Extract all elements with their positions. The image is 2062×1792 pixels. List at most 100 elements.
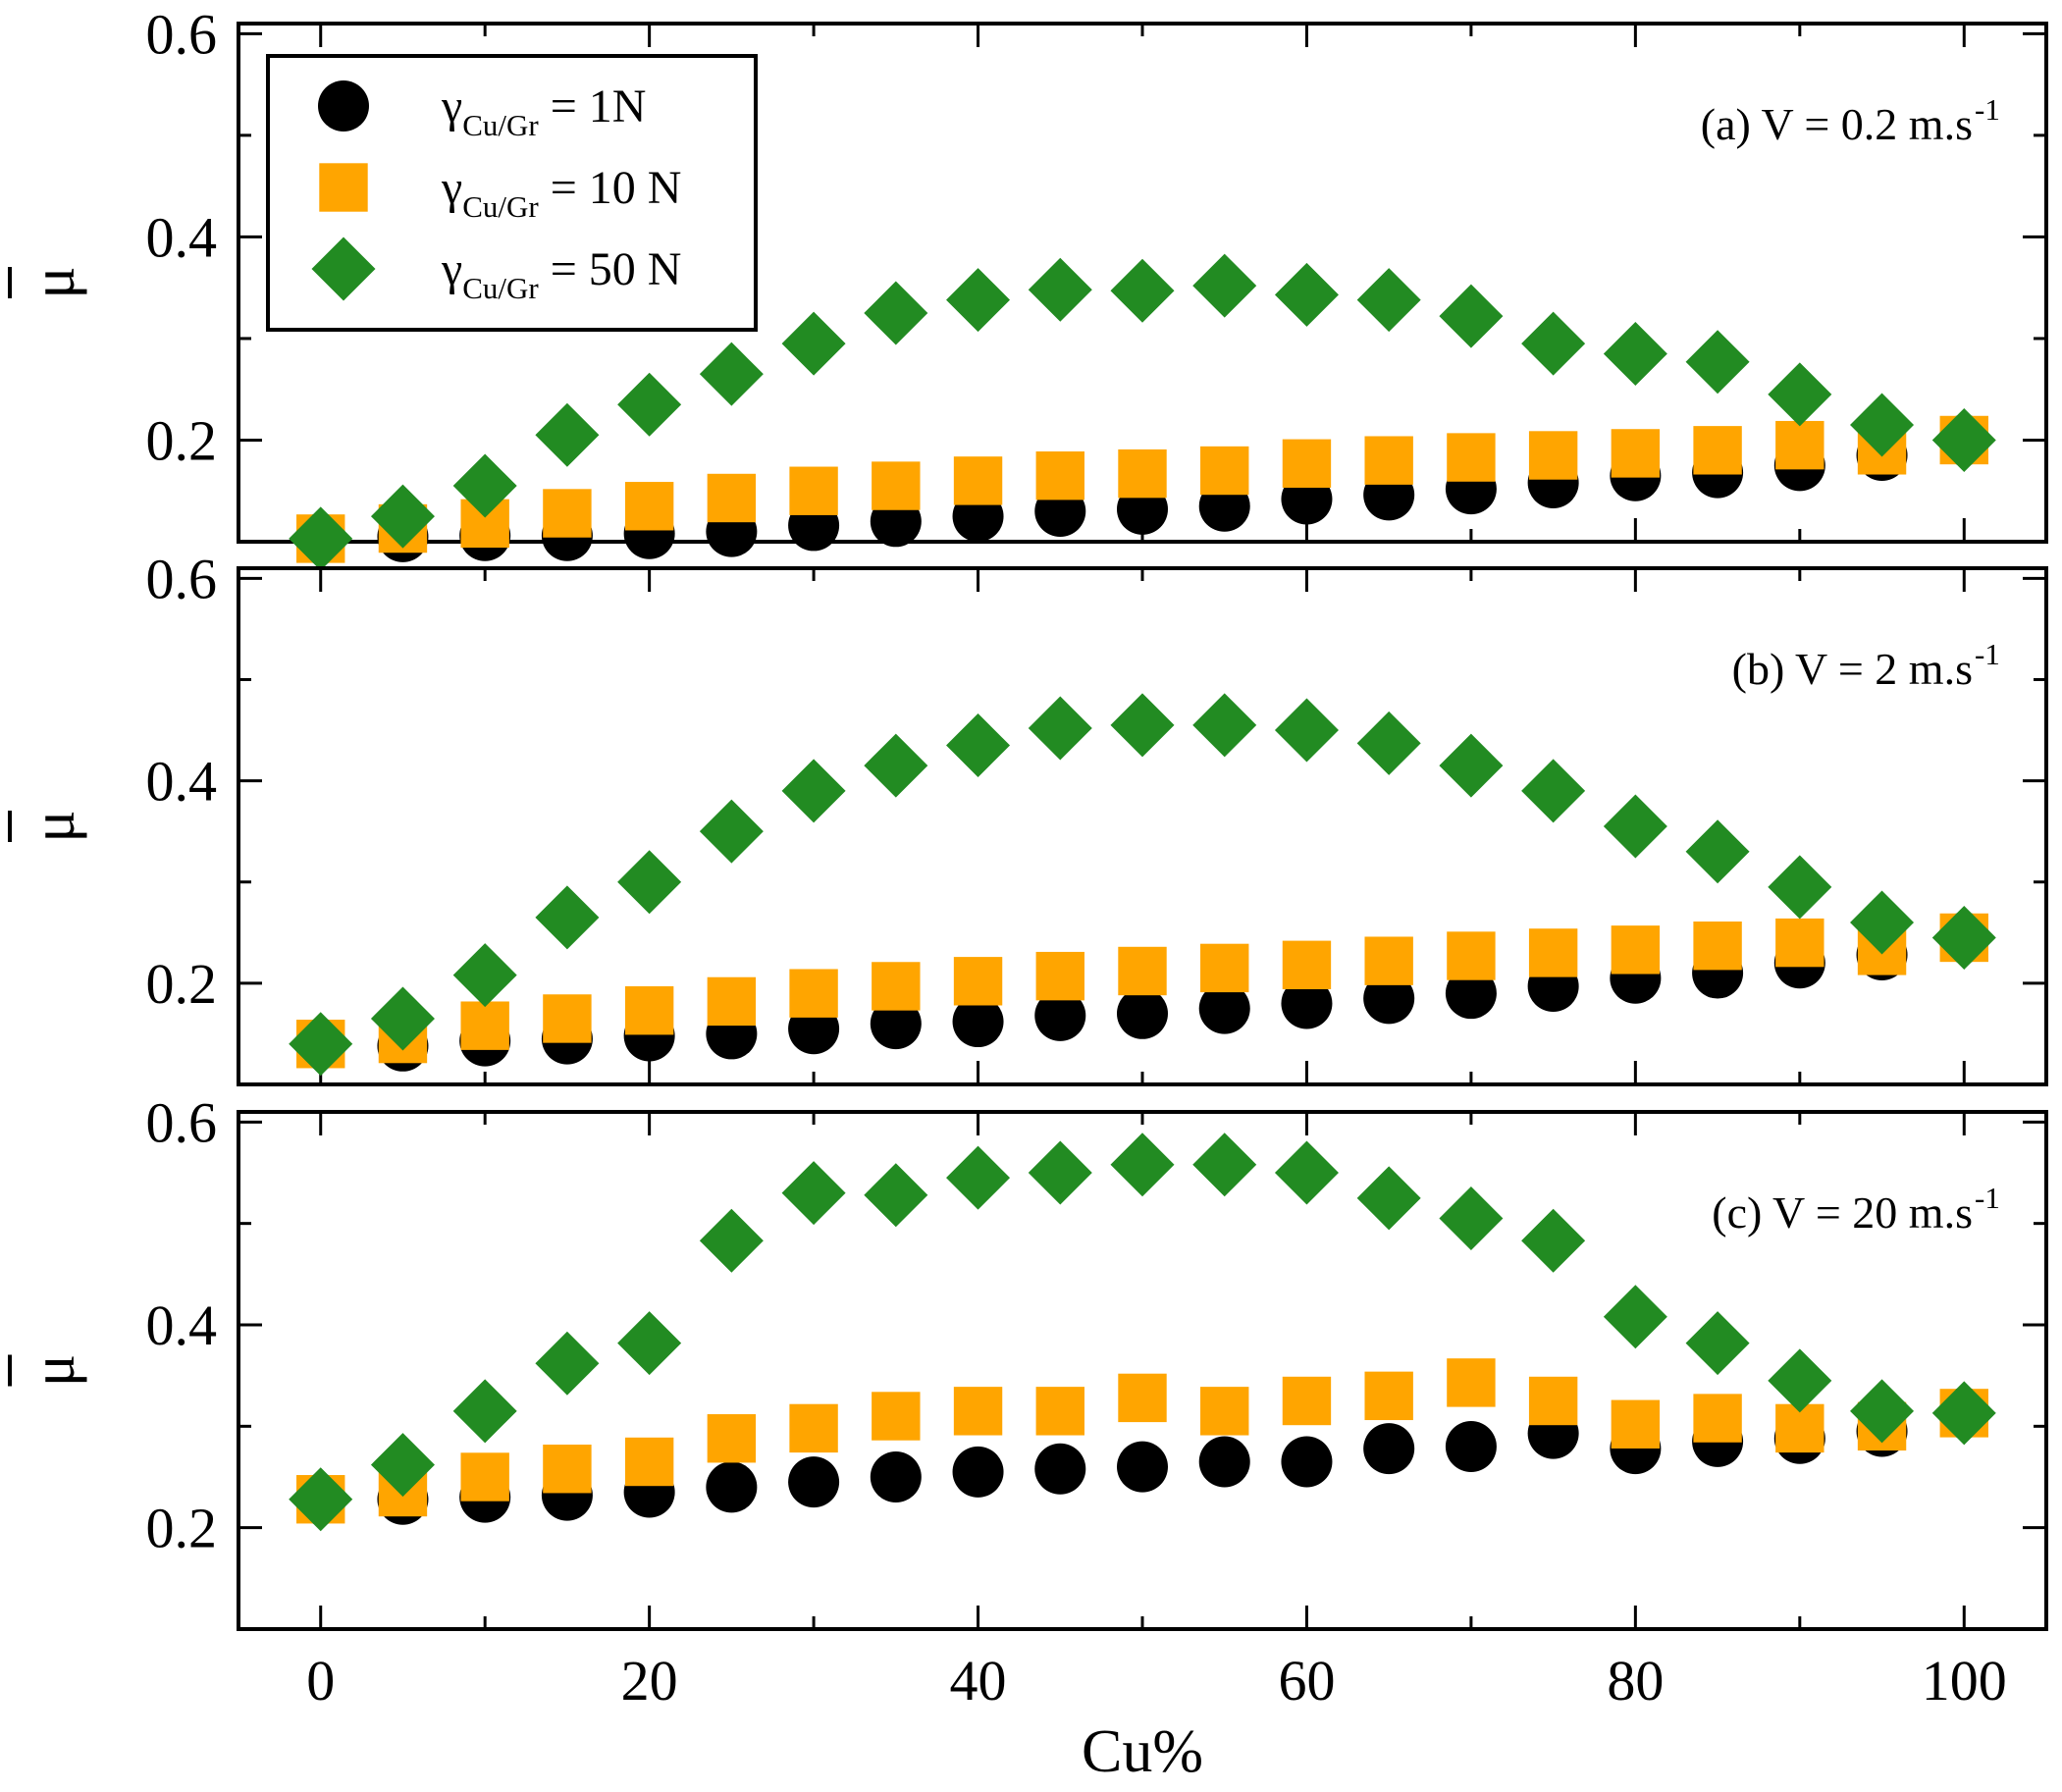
data-point-square (624, 1437, 674, 1487)
data-point-diamond (535, 885, 600, 950)
data-point-square (1364, 436, 1413, 485)
data-point-circle (788, 1456, 840, 1508)
data-point-diamond (1192, 1133, 1257, 1197)
data-point-diamond (699, 342, 764, 406)
legend-marker-square (319, 163, 368, 212)
data-point-square (624, 986, 674, 1035)
data-point-diamond (1356, 1166, 1421, 1231)
y-tick-label: 0.6 (146, 1090, 218, 1154)
data-point-diamond (289, 1012, 353, 1077)
data-point-square (872, 962, 921, 1011)
data-point-diamond (1110, 258, 1175, 323)
panel-label-sup-a: -1 (1975, 92, 2000, 127)
data-point-square (1364, 936, 1413, 985)
data-point-square (953, 1387, 1003, 1436)
data-point-square (872, 1392, 921, 1441)
data-point-diamond (1356, 268, 1421, 333)
data-point-diamond (1931, 407, 1996, 472)
data-point-square (789, 969, 838, 1018)
data-point-square (1611, 429, 1661, 478)
data-point-diamond (1768, 362, 1832, 427)
data-point-circle (1445, 1421, 1497, 1472)
data-point-square (1118, 946, 1167, 996)
data-point-diamond (452, 1379, 517, 1444)
data-point-diamond (781, 311, 846, 376)
y-tick-label: 0.4 (146, 1293, 218, 1357)
panels: 0.20.40.6μ(a) V = 0.2 m.s -10.20.40.6μ(b)… (8, 2, 2048, 1785)
data-point-square (1528, 1376, 1578, 1426)
legend-label: γCu/Gr = 10 N (441, 162, 681, 224)
data-point-diamond (781, 1161, 846, 1226)
legend-label: γCu/Gr = 1N (441, 80, 646, 142)
data-point-diamond (1356, 711, 1421, 775)
data-point-diamond (535, 1331, 600, 1396)
data-point-diamond (1850, 890, 1915, 955)
series-3-panel-c (289, 1133, 1996, 1532)
data-point-square (1775, 918, 1824, 968)
data-point-square (953, 456, 1003, 505)
y-tick-label: 0.6 (146, 2, 218, 66)
data-point-diamond (617, 850, 682, 915)
data-point-square (1693, 1394, 1742, 1443)
data-point-square (1364, 1371, 1413, 1421)
legend-entry-3: γCu/Gr = 50 N (311, 237, 681, 305)
data-point-square (1118, 448, 1167, 499)
data-point-square (1200, 943, 1249, 993)
panel-c: 0.2 0.4 0.6 0 20 40 60 80 100 Cu% μ (c) V = 20 m.s -… (8, 1090, 2048, 1785)
data-point-diamond (1110, 693, 1175, 758)
data-point-circle (1034, 1443, 1086, 1495)
data-point-square (460, 1452, 509, 1502)
data-point-circle (1281, 1436, 1333, 1488)
legend-marker-diamond (311, 237, 376, 301)
data-point-diamond (535, 402, 600, 467)
x-tick-label: 20 (621, 1649, 678, 1713)
data-point-diamond (1028, 257, 1092, 322)
data-point-square (789, 466, 838, 515)
panel-label-a: (a) V = 0.2 m.s (1701, 99, 1973, 149)
data-point-square (707, 473, 757, 523)
data-point-circle (1034, 989, 1086, 1041)
data-point-diamond (617, 1311, 682, 1376)
data-point-square (1693, 426, 1742, 475)
data-point-square (789, 1403, 838, 1453)
data-point-diamond (1274, 698, 1339, 763)
data-point-diamond (1685, 1311, 1750, 1376)
panel-label-sup-c: -1 (1975, 1181, 2000, 1215)
data-point-diamond (1685, 330, 1750, 395)
data-point-square (1200, 446, 1249, 496)
data-point-circle (952, 996, 1004, 1048)
y-tick-label: 0.6 (146, 547, 218, 610)
y-tick-label: 0.2 (146, 1497, 218, 1560)
data-point-diamond (699, 799, 764, 864)
y-axis-title: μ (21, 810, 87, 842)
data-point-diamond (946, 1145, 1011, 1210)
panel-label-c: (c) V = 20 m.s (1712, 1187, 1973, 1238)
data-point-diamond (1028, 696, 1092, 761)
data-point-diamond (370, 1433, 435, 1498)
data-point-diamond (1521, 311, 1586, 376)
legend: γCu/Gr = 1N γCu/Gr = 10 N γCu/Gr = 50 N (266, 54, 758, 332)
data-point-square (1528, 431, 1578, 480)
data-point-diamond (1274, 262, 1339, 327)
data-point-square (707, 1414, 757, 1463)
data-point-diamond (1274, 1140, 1339, 1205)
data-point-diamond (781, 759, 846, 823)
data-point-diamond (1850, 1379, 1915, 1444)
data-point-diamond (1768, 855, 1832, 920)
data-point-diamond (1521, 1208, 1586, 1273)
data-point-circle (870, 998, 922, 1050)
data-point-diamond (289, 506, 353, 571)
data-point-diamond (1192, 693, 1257, 758)
data-point-square (1282, 439, 1332, 488)
data-point-diamond (452, 943, 517, 1008)
legend-entry-2: γCu/Gr = 10 N (319, 162, 681, 224)
data-point-diamond (864, 733, 928, 798)
series-3-panel-a (289, 253, 1996, 571)
data-point-square (953, 957, 1003, 1006)
legend-label: γCu/Gr = 50 N (441, 243, 681, 305)
data-point-square (1282, 1376, 1332, 1426)
data-point-square (543, 1445, 592, 1494)
data-point-circle (706, 1461, 758, 1513)
data-point-circle (1198, 982, 1250, 1034)
